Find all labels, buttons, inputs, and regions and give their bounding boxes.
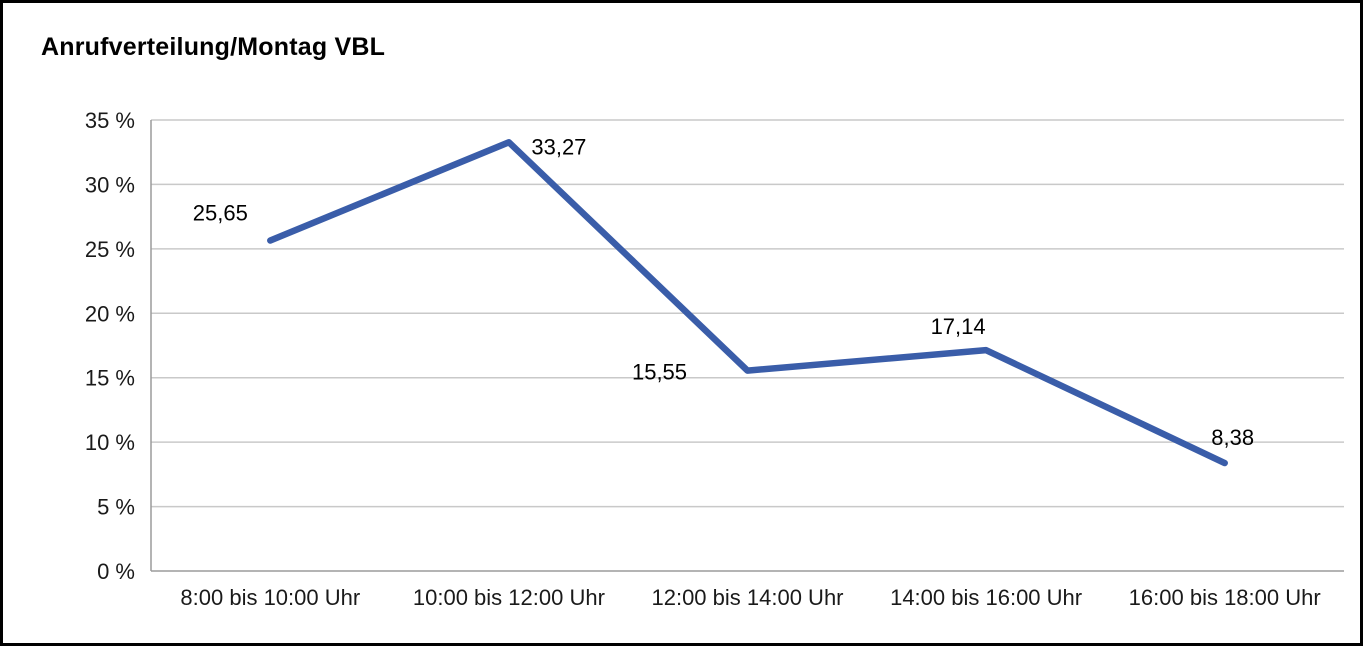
y-axis-tick-label: 30 %	[85, 172, 135, 197]
y-axis-tick-label: 25 %	[85, 237, 135, 262]
y-axis-tick-label: 10 %	[85, 430, 135, 455]
chart-title: Anrufverteilung/Montag VBL	[41, 33, 386, 61]
data-point-label: 33,27	[531, 134, 586, 159]
data-point-label: 8,38	[1211, 425, 1254, 450]
data-series-line	[267, 139, 1228, 467]
y-axis-tick-label: 35 %	[85, 108, 135, 133]
x-axis-category-label: 14:00 bis 16:00 Uhr	[890, 585, 1082, 610]
data-point-label: 25,65	[193, 200, 248, 225]
x-axis-category-label: 8:00 bis 10:00 Uhr	[180, 585, 360, 610]
x-axis-category-label: 16:00 bis 18:00 Uhr	[1129, 585, 1321, 610]
line-chart-plot: 0 % 5 % 10 % 15 % 20 % 25 % 30 % 35 % 8:00 bis 1…	[85, 108, 1344, 610]
data-point-label: 15,55	[632, 360, 687, 385]
y-axis-tick-label: 5 %	[97, 495, 135, 520]
x-axis-category-label: 12:00 bis 14:00 Uhr	[651, 585, 843, 610]
y-axis-tick-label: 15 %	[85, 366, 135, 391]
y-axis-tick-label: 0 %	[97, 559, 135, 584]
data-point-label: 17,14	[931, 314, 986, 339]
y-axis-tick-label: 20 %	[85, 301, 135, 326]
x-axis-category-label: 10:00 bis 12:00 Uhr	[413, 585, 605, 610]
